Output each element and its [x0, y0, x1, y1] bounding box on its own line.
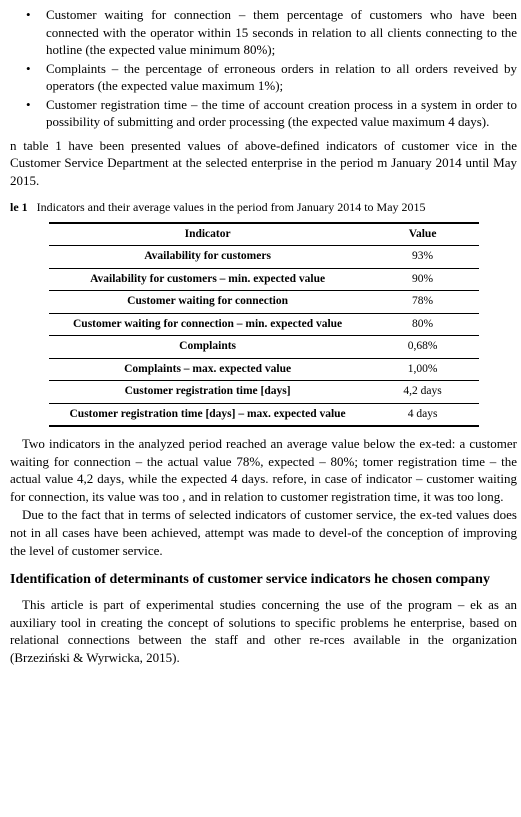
bullet-marker: •: [26, 96, 31, 114]
table-row: Customer registration time [days] – max.…: [49, 403, 479, 426]
cell-indicator: Availability for customers: [49, 246, 367, 269]
cell-value: 4,2 days: [367, 381, 479, 404]
cell-indicator: Complaints – max. expected value: [49, 358, 367, 381]
cell-value: 78%: [367, 291, 479, 314]
table-row: Availability for customers 93%: [49, 246, 479, 269]
analysis-paragraph-1: Two indicators in the analyzed period re…: [10, 435, 517, 505]
bullet-list: • Customer waiting for connection – them…: [10, 6, 517, 131]
bullet-marker: •: [26, 60, 31, 78]
bullet-text: Customer waiting for connection – them p…: [46, 7, 517, 57]
cell-indicator: Customer waiting for connection: [49, 291, 367, 314]
table-row: Customer registration time [days] 4,2 da…: [49, 381, 479, 404]
cell-value: 80%: [367, 313, 479, 336]
cell-indicator: Customer waiting for connection – min. e…: [49, 313, 367, 336]
table-caption-text: Indicators and their average values in t…: [37, 200, 426, 214]
cell-indicator: Customer registration time [days]: [49, 381, 367, 404]
cell-indicator: Availability for customers – min. expect…: [49, 268, 367, 291]
table-row: Customer waiting for connection – min. e…: [49, 313, 479, 336]
bullet-text: Customer registration time – the time of…: [46, 97, 517, 130]
cell-value: 1,00%: [367, 358, 479, 381]
bullet-marker: •: [26, 6, 31, 24]
table-label: le 1: [10, 200, 28, 214]
table-caption: le 1 Indicators and their average values…: [10, 199, 517, 215]
table-header-row: Indicator Value: [49, 223, 479, 246]
cell-value: 0,68%: [367, 336, 479, 359]
article-context-paragraph: This article is part of experimental stu…: [10, 596, 517, 666]
bullet-text: Complaints – the percentage of erroneous…: [46, 61, 517, 94]
cell-value: 93%: [367, 246, 479, 269]
cell-indicator: Customer registration time [days] – max.…: [49, 403, 367, 426]
section-heading: Identification of determinants of custom…: [10, 571, 517, 590]
indicators-table: Indicator Value Availability for custome…: [49, 222, 479, 428]
cell-value: 90%: [367, 268, 479, 291]
table-row: Complaints – max. expected value 1,00%: [49, 358, 479, 381]
bullet-item: • Complaints – the percentage of erroneo…: [10, 60, 517, 95]
intro-paragraph: n table 1 have been presented values of …: [10, 137, 517, 190]
bullet-item: • Customer waiting for connection – them…: [10, 6, 517, 59]
table-header-indicator: Indicator: [49, 223, 367, 246]
table-row: Complaints 0,68%: [49, 336, 479, 359]
analysis-paragraph-2: Due to the fact that in terms of selecte…: [10, 506, 517, 559]
table-row: Customer waiting for connection 78%: [49, 291, 479, 314]
cell-value: 4 days: [367, 403, 479, 426]
cell-indicator: Complaints: [49, 336, 367, 359]
bullet-item: • Customer registration time – the time …: [10, 96, 517, 131]
table-header-value: Value: [367, 223, 479, 246]
table-row: Availability for customers – min. expect…: [49, 268, 479, 291]
